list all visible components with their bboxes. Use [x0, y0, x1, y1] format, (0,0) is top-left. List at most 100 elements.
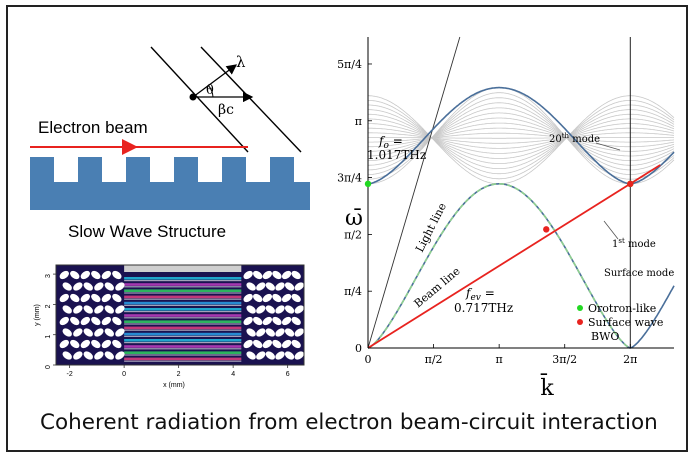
field-blob — [94, 351, 104, 360]
dispersion-band — [368, 127, 675, 148]
field-stripe — [124, 326, 242, 330]
field-blob — [91, 316, 101, 326]
field-map-y-label: y (mm) — [34, 304, 41, 326]
field-blob — [112, 339, 122, 349]
angle-symbol: θ — [206, 83, 214, 98]
fev-annotation: fev = — [465, 286, 495, 303]
field-blob — [262, 339, 273, 349]
y-tick-label: 3π/4 — [337, 172, 362, 185]
x-tick-label: 0 — [365, 353, 372, 366]
comb-tooth — [30, 157, 54, 185]
legend-marker — [577, 305, 583, 311]
field-stripe-light — [124, 292, 242, 294]
structure-label: Slow Wave Structure — [68, 222, 226, 241]
field-blob — [256, 351, 266, 360]
dispersion-band — [368, 122, 675, 152]
comb-base — [30, 182, 310, 210]
field-blob — [59, 339, 69, 349]
field-map-cap — [124, 265, 242, 272]
field-blob — [62, 351, 72, 360]
dispersion-band — [368, 109, 675, 169]
field-blob — [62, 328, 72, 337]
field-stripe — [124, 277, 242, 280]
slow-wave-schematic: λ θ βc Electron beam Slow Wave Structure — [30, 46, 310, 241]
field-blob — [73, 305, 83, 314]
field-stripe-light — [124, 311, 242, 313]
field-blob — [272, 293, 282, 303]
fm-x-tick-label: 0 — [122, 371, 126, 378]
chart-point — [627, 180, 634, 188]
field-blob — [294, 328, 304, 337]
field-blob — [83, 328, 93, 337]
dispersion-band — [368, 132, 675, 143]
x-tick-label: 2π — [623, 353, 637, 366]
fm-x-tick-label: 4 — [231, 371, 235, 378]
field-blob — [70, 293, 80, 303]
fo-value: 1.017THz — [367, 148, 426, 162]
mode-20-pointer — [595, 142, 621, 151]
figure-canvas: λ θ βc Electron beam Slow Wave Structure… — [30, 36, 675, 401]
x-tick-label: π/2 — [425, 353, 443, 366]
figure-frame: λ θ βc Electron beam Slow Wave Structure… — [6, 5, 688, 452]
field-blob — [275, 328, 285, 337]
surface-mode-dash — [367, 182, 631, 349]
field-blob — [262, 293, 273, 303]
field-map: -2 0 2 4 6 0 1 2 3 x (mm) y (mm) — [34, 264, 305, 389]
field-blob — [73, 282, 83, 291]
field-blob — [265, 282, 276, 291]
x-axis-label: k̄ — [540, 373, 554, 401]
y-tick-label: 5π/4 — [337, 58, 362, 71]
field-blob — [243, 270, 253, 280]
x-tick-label: 3π/2 — [552, 353, 577, 366]
field-stripe-light — [124, 329, 242, 331]
field-blob — [284, 351, 295, 360]
field-blob — [83, 351, 93, 360]
field-map-axes — [55, 264, 305, 366]
fm-y-tick-label: 3 — [45, 274, 52, 278]
field-blob — [94, 282, 104, 291]
field-blob — [284, 305, 295, 314]
field-blob — [112, 270, 122, 280]
field-blob — [115, 351, 125, 360]
field-blob — [112, 316, 122, 326]
field-blob — [104, 351, 115, 360]
field-blob — [281, 270, 292, 280]
field-blob — [281, 339, 292, 349]
field-map-x-label: x (mm) — [163, 382, 185, 389]
dispersion-band — [368, 104, 675, 175]
y-tick-label: π — [355, 115, 362, 128]
field-blob — [272, 270, 282, 280]
field-blob — [243, 293, 253, 303]
field-blob — [80, 339, 90, 349]
field-blob — [246, 282, 256, 291]
field-blob — [294, 282, 304, 291]
field-blob — [73, 351, 83, 360]
dispersion-chart: 0 π/2 π 3π/2 2π 0 π/4 π/2 3π/4 π 5π/4 fo = 1.017TH… — [337, 36, 675, 401]
comb-tooth — [126, 157, 150, 185]
field-blob — [80, 270, 90, 280]
field-blob — [91, 339, 101, 349]
field-blob — [91, 270, 101, 280]
field-stripe-light — [124, 286, 242, 288]
field-blob — [91, 293, 101, 303]
dispersion-band — [368, 137, 675, 139]
fev-value: 0.717THz — [454, 301, 513, 315]
field-stripe — [124, 295, 242, 299]
field-blob — [253, 316, 263, 326]
field-blob — [281, 293, 292, 303]
light-line-label: Light line — [413, 201, 449, 255]
y-tick-label: 0 — [355, 342, 362, 355]
legend-label: BWO — [591, 330, 619, 343]
dispersion-band — [367, 123, 675, 154]
field-stripe-light — [124, 298, 242, 300]
field-blob — [73, 328, 83, 337]
dispersion-bands — [367, 87, 675, 185]
dispersion-band — [368, 95, 675, 185]
field-stripe — [124, 301, 242, 305]
field-blob — [70, 270, 80, 280]
dispersion-band — [368, 118, 675, 159]
light-line — [367, 36, 461, 349]
dispersion-band — [368, 107, 675, 166]
fm-y-tick-label: 0 — [45, 365, 52, 369]
origin-dot — [189, 93, 197, 101]
